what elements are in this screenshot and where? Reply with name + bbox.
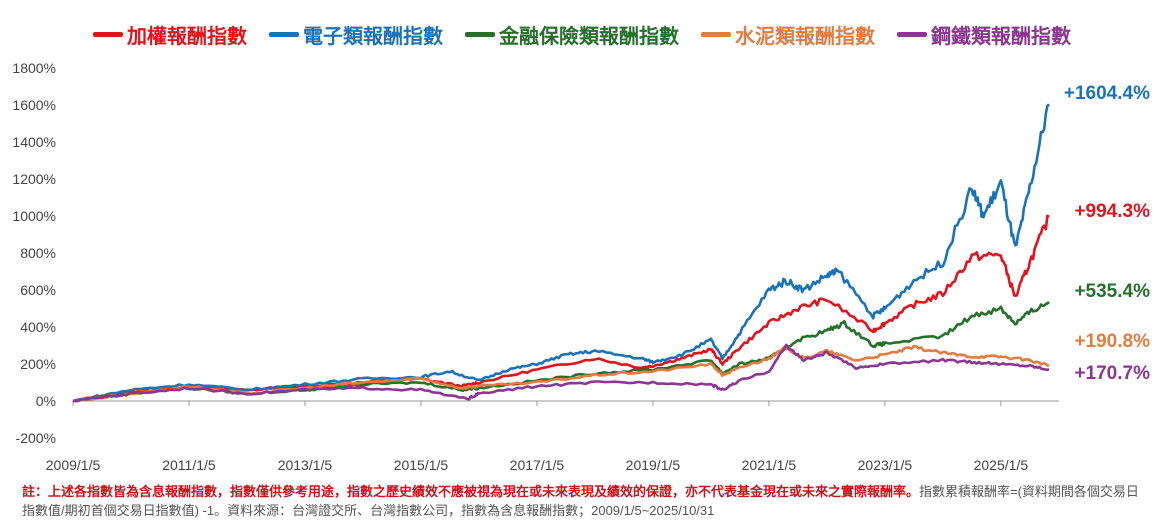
legend-item: 電子類報酬指數: [269, 20, 443, 49]
legend-item: 鋼鐵類報酬指數: [897, 20, 1071, 49]
end-value-label: +170.7%: [1074, 363, 1150, 384]
legend-item: 金融保險類報酬指數: [465, 20, 679, 49]
line-chart: -200% 0% 200% 400% 600% 800% 1000% 1200% 1400% 16…: [12, 60, 1150, 473]
legend-label: 金融保險類報酬指數: [499, 26, 679, 48]
x-tick-label: 2017/1/5: [510, 457, 565, 473]
x-tick-label: 2023/1/5: [858, 457, 913, 473]
x-tick-label: 2011/1/5: [162, 457, 216, 473]
y-tick-label: -200%: [16, 430, 56, 446]
footnote: 註：上述各指數皆為含息報酬指數，指數僅供參考用途，指數之歷史績效不應被視為現在或…: [22, 482, 1142, 520]
series-line: [72, 214, 1050, 403]
y-tick-label: 1800%: [12, 60, 56, 76]
y-tick-label: 200%: [20, 356, 56, 372]
legend-label: 加權報酬指數: [127, 26, 247, 48]
legend-swatch: [465, 32, 495, 37]
legend-item: 加權報酬指數: [93, 20, 247, 49]
y-tick-label: 600%: [20, 282, 56, 298]
end-value-label: +190.8%: [1074, 331, 1150, 352]
y-tick-label: 1000%: [12, 208, 56, 224]
legend-label: 水泥類報酬指數: [735, 26, 875, 48]
legend-item: 水泥類報酬指數: [701, 20, 875, 49]
legend-swatch: [897, 32, 927, 37]
legend-label: 鋼鐵類報酬指數: [931, 26, 1071, 48]
end-value-label: +1604.4%: [1064, 83, 1150, 104]
end-value-label: +994.3%: [1074, 201, 1150, 222]
footnote-disclaimer: 註：上述各指數皆為含息報酬指數，指數僅供參考用途，指數之歷史績效不應被視為現在或…: [22, 484, 920, 499]
x-tick-label: 2019/1/5: [626, 457, 681, 473]
x-tick-label: 2015/1/5: [394, 457, 449, 473]
legend-label: 電子類報酬指數: [303, 26, 443, 48]
y-tick-label: 1400%: [12, 134, 56, 150]
end-value-label: +535.4%: [1074, 281, 1150, 302]
series-line: [72, 103, 1050, 403]
x-tick-label: 2009/1/5: [46, 457, 101, 473]
x-tick-label: 2013/1/5: [278, 457, 333, 473]
y-tick-label: 800%: [20, 245, 56, 261]
series-line: [72, 344, 1050, 403]
y-tick-label: 0%: [36, 393, 56, 409]
series-line: [72, 343, 1050, 403]
legend: 加權報酬指數 電子類報酬指數 金融保險類報酬指數 水泥類報酬指數 鋼鐵類報酬指數: [0, 20, 1164, 49]
legend-swatch: [269, 32, 299, 37]
footnote-source: 指數累積報酬率=(資料期間各個交易日指數值/期初首個交易日指數值) -1。資料來…: [22, 484, 1139, 518]
x-tick-label: 2025/1/5: [974, 457, 1029, 473]
y-tick-label: 400%: [20, 319, 56, 335]
legend-swatch: [93, 32, 123, 37]
x-tick-label: 2021/1/5: [742, 457, 797, 473]
y-tick-label: 1600%: [12, 97, 56, 113]
legend-swatch: [701, 32, 731, 37]
y-tick-label: 1200%: [12, 171, 56, 187]
